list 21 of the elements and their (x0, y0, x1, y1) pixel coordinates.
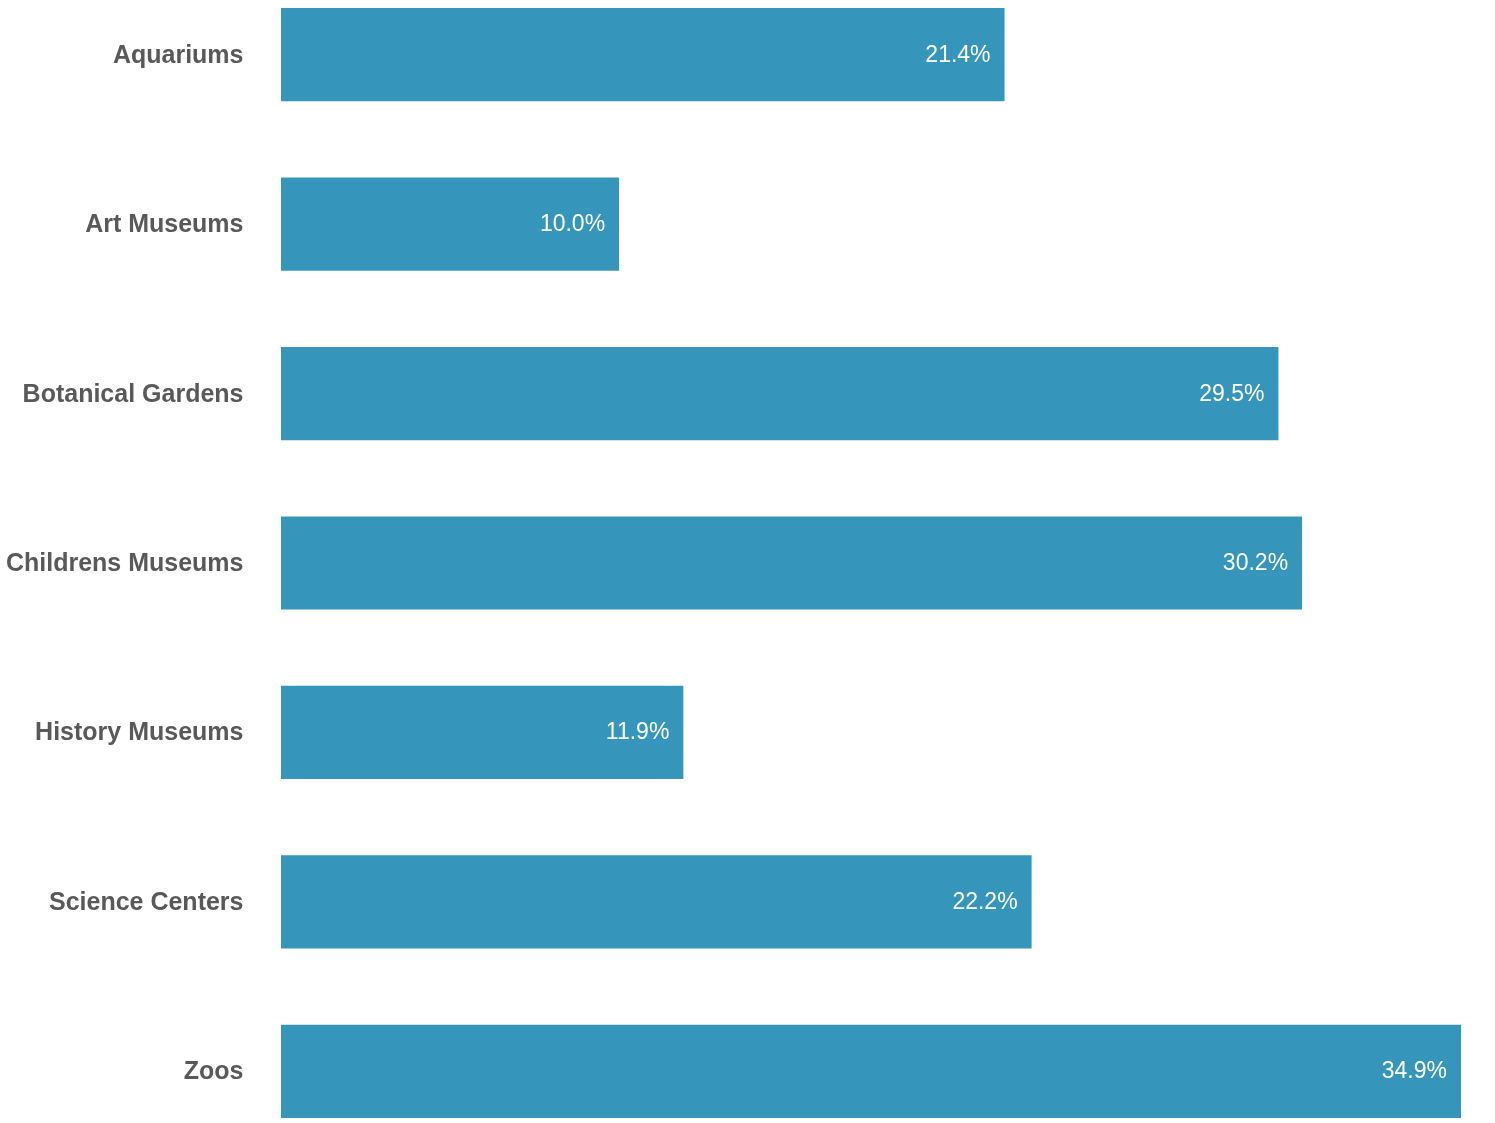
y-tick-label: Zoos (183, 1056, 244, 1085)
bar (281, 8, 1005, 102)
y-tick-label: Botanical Gardens (22, 378, 244, 407)
data-label: 11.9% (605, 718, 670, 745)
bar (281, 516, 1303, 610)
y-tick-label: History Museums (35, 717, 244, 746)
y-tick-label: Aquariums (112, 39, 244, 68)
data-label: 34.9% (1381, 1057, 1447, 1084)
bar (281, 1024, 1461, 1118)
y-tick-label: Childrens Museums (5, 548, 244, 576)
data-label: 21.4% (925, 40, 991, 67)
bar (281, 177, 620, 271)
y-tick-label: Science Centers (48, 886, 244, 915)
bar (281, 685, 684, 780)
data-label: 10.0% (539, 210, 606, 237)
bar (281, 346, 1279, 441)
data-label: 29.5% (1199, 379, 1265, 406)
bar (281, 855, 1032, 949)
y-tick-label: Art Museums (85, 209, 244, 238)
data-label: 30.2% (1222, 549, 1289, 575)
data-label: 22.2% (952, 887, 1018, 914)
